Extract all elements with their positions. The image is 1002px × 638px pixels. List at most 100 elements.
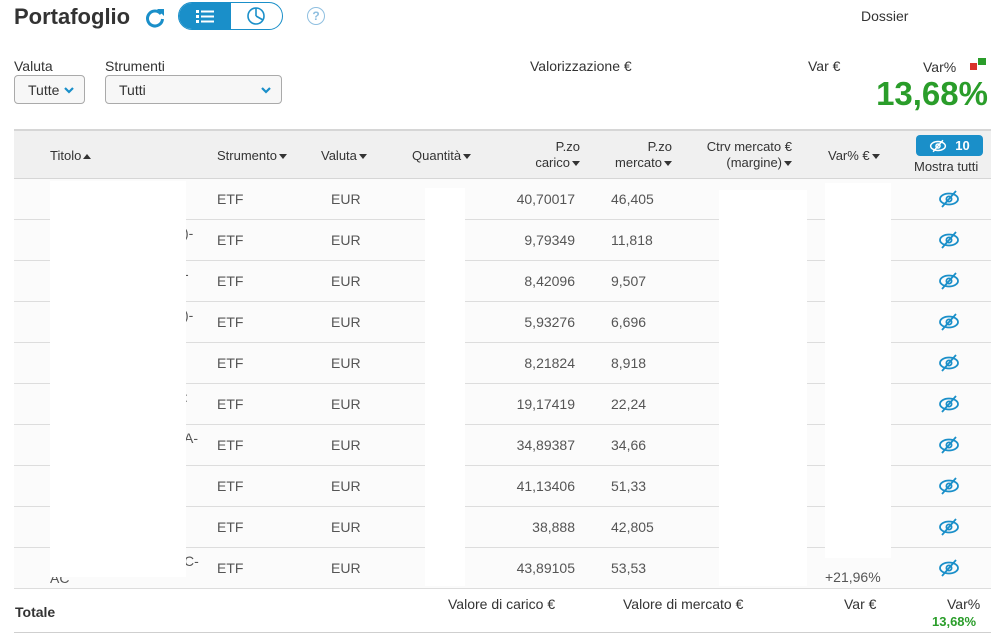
chart-view-button[interactable]: [231, 3, 283, 29]
eye-slash-icon[interactable]: [938, 353, 960, 373]
currency-cell: EUR: [331, 273, 361, 289]
instrument-cell: ETF: [217, 355, 244, 371]
col-titolo[interactable]: Titolo: [50, 148, 92, 164]
eye-slash-icon[interactable]: [938, 517, 960, 537]
sort-desc-icon: [664, 161, 672, 167]
instruments-filter-label: Strumenti: [105, 58, 165, 74]
pzo-carico-cell: 8,21824: [524, 355, 575, 371]
currency-cell: EUR: [331, 437, 361, 453]
pzo-carico-cell: 34,89387: [516, 437, 575, 453]
col-quantita[interactable]: Quantità: [412, 148, 472, 164]
chevron-down-icon: [64, 87, 74, 94]
var-pct-cell: +21,96%: [825, 569, 881, 585]
flag-icon: [970, 58, 986, 70]
pzo-carico-cell: 5,93276: [524, 314, 575, 330]
currency-cell: EUR: [331, 560, 361, 576]
instrument-cell: ETF: [217, 396, 244, 412]
pzo-mercato-cell: 9,507: [611, 273, 647, 289]
currency-cell: EUR: [331, 396, 361, 412]
currency-cell: EUR: [331, 355, 361, 371]
sort-desc-icon: [871, 154, 880, 160]
title-fragment: )-: [184, 225, 194, 241]
eye-slash-icon: [930, 139, 947, 152]
eye-slash-icon[interactable]: [938, 558, 960, 578]
instrument-cell: ETF: [217, 273, 244, 289]
col-pzo-mercato[interactable]: P.zo mercato: [615, 139, 672, 170]
currency-cell: EUR: [331, 232, 361, 248]
refresh-icon[interactable]: [144, 7, 166, 29]
chevron-down-icon: [261, 87, 271, 94]
col-strumento[interactable]: Strumento: [217, 148, 287, 164]
eye-slash-icon[interactable]: [938, 189, 960, 209]
instrument-cell: ETF: [217, 478, 244, 494]
instrument-cell: ETF: [217, 560, 244, 576]
pzo-carico-cell: 41,13406: [516, 478, 575, 494]
eye-slash-icon[interactable]: [938, 394, 960, 414]
var-eur-label: Var €: [808, 58, 841, 74]
help-icon[interactable]: ?: [307, 7, 325, 25]
totals-var-eur-label: Var €: [844, 596, 877, 612]
pzo-carico-cell: 43,89105: [516, 560, 575, 576]
pzo-mercato-cell: 11,818: [611, 232, 653, 248]
currency-select[interactable]: Tutte: [14, 75, 85, 104]
instrument-cell: ETF: [217, 191, 244, 207]
sort-desc-icon: [572, 161, 580, 167]
currency-select-value: Tutte: [28, 81, 60, 98]
pzo-mercato-cell: 8,918: [611, 355, 647, 371]
col-pzo-carico[interactable]: P.zo carico: [535, 139, 580, 170]
eye-slash-icon[interactable]: [938, 476, 960, 496]
title-fragment: A-: [184, 430, 198, 446]
dossier-label[interactable]: Dossier: [861, 8, 909, 24]
pie-chart-icon: [247, 7, 266, 25]
page-title: Portafoglio: [14, 4, 131, 29]
pzo-mercato-cell: 51,33: [611, 478, 647, 494]
col-ctrv-mercato[interactable]: Ctrv mercato € (margine): [706, 139, 792, 170]
pzo-mercato-cell: 22,24: [611, 396, 647, 412]
eye-slash-icon[interactable]: [938, 312, 960, 332]
currency-cell: EUR: [331, 519, 361, 535]
title-fragment: C-: [184, 553, 199, 569]
currency-cell: EUR: [331, 314, 361, 330]
redaction-mask: [719, 190, 807, 586]
instruments-select[interactable]: Tutti: [105, 75, 282, 104]
instruments-select-value: Tutti: [119, 81, 146, 98]
totals-carico-label: Valore di carico €: [448, 596, 556, 612]
pzo-mercato-cell: 6,696: [611, 314, 647, 330]
instrument-cell: ETF: [217, 437, 244, 453]
eye-slash-icon[interactable]: [938, 435, 960, 455]
totals-row: Totale Valore di carico € Valore di merc…: [14, 591, 991, 633]
pzo-carico-cell: 19,17419: [516, 396, 575, 412]
show-all-label[interactable]: Mostra tutti: [914, 159, 979, 174]
eye-slash-icon[interactable]: [938, 271, 960, 291]
col-var-pct[interactable]: Var% €: [828, 148, 880, 164]
view-toggle: [178, 2, 283, 30]
sort-desc-icon: [358, 154, 367, 160]
eye-slash-icon[interactable]: [938, 230, 960, 250]
col-valuta[interactable]: Valuta: [321, 148, 367, 164]
currency-cell: EUR: [331, 191, 361, 207]
pzo-mercato-cell: 46,405: [611, 191, 654, 207]
totals-var-pct-label: Var%: [947, 596, 981, 612]
currency-cell: EUR: [331, 478, 361, 494]
pzo-carico-cell: 9,79349: [524, 232, 575, 248]
table-header: Titolo Strumento Valuta Quantità P.zo ca…: [14, 129, 991, 179]
var-pct-label: Var%: [923, 59, 957, 75]
sort-desc-icon: [278, 154, 287, 160]
totals-mercato-label: Valore di mercato €: [623, 596, 744, 612]
pzo-mercato-cell: 34,66: [611, 437, 647, 453]
list-view-button[interactable]: [179, 3, 231, 29]
redaction-mask: [825, 183, 891, 558]
totals-var-pct-value: 13,68%: [932, 614, 977, 629]
pzo-mercato-cell: 42,805: [611, 519, 654, 535]
sort-desc-icon: [463, 154, 472, 160]
totals-label: Totale: [15, 604, 56, 620]
pzo-carico-cell: 8,42096: [524, 273, 575, 289]
valuation-label: Valorizzazione €: [530, 58, 632, 74]
instrument-cell: ETF: [217, 519, 244, 535]
pzo-carico-cell: 38,888: [532, 519, 575, 535]
list-view-icon: [195, 10, 214, 23]
pzo-carico-cell: 40,70017: [516, 191, 575, 207]
total-var-pct: 13,68%: [876, 75, 988, 112]
redaction-mask: [425, 188, 465, 586]
show-all-button[interactable]: 10: [916, 135, 983, 156]
